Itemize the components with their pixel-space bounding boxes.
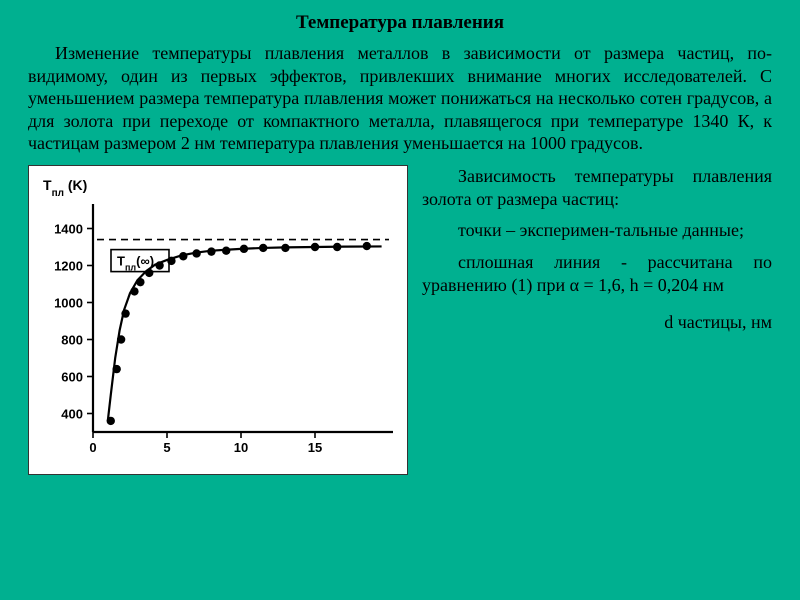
svg-text:1200: 1200 bbox=[54, 258, 83, 273]
x-axis-caption: d частицы, нм bbox=[422, 311, 772, 334]
melting-point-chart: 400600800100012001400051015Tпл (K)Tпл(∞) bbox=[33, 170, 403, 470]
svg-text:1400: 1400 bbox=[54, 221, 83, 236]
caption-main: Зависимость температуры плавления золота… bbox=[422, 165, 772, 212]
lower-section: 400600800100012001400051015Tпл (K)Tпл(∞)… bbox=[28, 165, 772, 475]
chart-column: 400600800100012001400051015Tпл (K)Tпл(∞) bbox=[28, 165, 408, 475]
svg-text:600: 600 bbox=[61, 369, 83, 384]
svg-text:1000: 1000 bbox=[54, 295, 83, 310]
caption-points: точки – эксперимен-тальные данные; bbox=[422, 219, 772, 242]
svg-text:400: 400 bbox=[61, 406, 83, 421]
svg-text:0: 0 bbox=[89, 440, 96, 455]
caption-line: сплошная линия - рассчитана по уравнению… bbox=[422, 251, 772, 298]
chart-frame: 400600800100012001400051015Tпл (K)Tпл(∞) bbox=[28, 165, 408, 475]
svg-text:15: 15 bbox=[308, 440, 322, 455]
svg-text:5: 5 bbox=[163, 440, 170, 455]
intro-paragraph: Изменение температуры плавления металлов… bbox=[28, 42, 772, 155]
page-title: Температура плавления bbox=[28, 12, 772, 34]
svg-text:800: 800 bbox=[61, 332, 83, 347]
caption-column: Зависимость температуры плавления золота… bbox=[422, 165, 772, 475]
svg-text:10: 10 bbox=[234, 440, 248, 455]
